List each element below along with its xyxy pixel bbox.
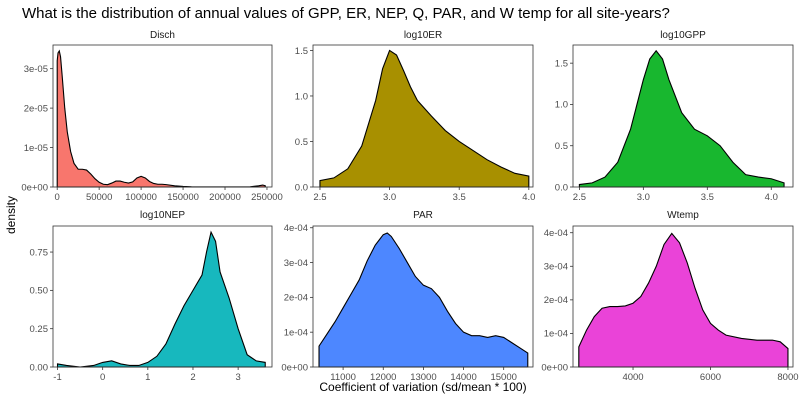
x-tick-label: -1 [53,372,61,383]
panel-strip-label: log10ER [404,30,442,41]
y-tick-label: 0e+00 [541,362,568,373]
y-tick-label: 3e-04 [284,258,308,269]
x-tick-label: 3.5 [701,192,714,203]
panel-strip-label: Wtemp [667,210,699,221]
x-tick-label: 0 [100,372,105,383]
y-tick-label: 1.5 [295,46,308,57]
x-tick-label: 0 [55,192,60,203]
x-axis-title: Coefficient of variation (sd/mean * 100) [319,380,526,394]
x-tick-label: 14000 [450,372,476,383]
y-tick-label: 4e-04 [284,223,308,234]
y-tick-label: 0.5 [295,137,308,148]
panel-strip-label: Disch [150,30,175,41]
density-area-disch [56,49,266,188]
y-tick-label: 0e+00 [21,182,48,193]
y-tick-label: 1e-04 [544,329,568,340]
x-tick-label: 12000 [370,372,396,383]
y-tick-label: 1e-05 [24,143,48,154]
y-tick-label: 1.0 [555,100,568,111]
y-tick-label: 1.0 [295,91,308,102]
density-area-par [318,232,529,368]
y-tick-label: 2e-05 [24,103,48,114]
x-tick-label: 2.5 [313,192,326,203]
x-tick-label: 15000 [490,372,516,383]
x-tick-label: 150000 [167,192,199,203]
x-tick-label: 4.0 [765,192,778,203]
x-tick-label: 13000 [410,372,436,383]
chart-title: What is the distribution of annual value… [22,5,670,22]
panel-wtemp: Wtemp 4000 6000 8000 0e+00 1e-04 2e-04 3e-04 4e-… [541,210,798,383]
x-tick-label: 50000 [86,192,112,203]
x-tick-label: 200000 [209,192,241,203]
x-tick-label: 1 [145,372,150,383]
y-tick-label: 0e+00 [281,362,308,373]
x-tick-label: 100000 [125,192,157,203]
density-area-log10gpp [578,49,785,188]
x-tick-label: 4000 [622,372,643,383]
panel-log10gpp: log10GPP 2.5 3.0 3.5 4.0 0.0 0.5 1.0 1.5 [555,30,794,203]
x-tick-label: 3.5 [453,192,466,203]
y-tick-label: 2e-04 [544,295,568,306]
density-area-log10er [319,49,530,188]
panel-border [572,225,794,368]
x-tick-label: 2 [190,372,195,383]
x-tick-label: 4.0 [522,192,535,203]
y-tick-label: 0.00 [30,362,49,373]
y-axis-title: density [4,196,18,234]
panel-border [312,44,534,188]
x-tick-label: 11000 [330,372,356,383]
panel-border [312,225,534,368]
panel-border [52,44,273,188]
y-tick-label: 3e-05 [24,64,48,75]
y-tick-label: 1.5 [555,58,568,69]
density-area-wtemp [578,232,789,368]
panel-log10er: log10ER 2.5 3.0 3.5 4.0 0.0 0.5 1.0 1.5 [295,30,536,203]
y-tick-label: 4e-04 [544,228,568,239]
x-tick-label: 3.0 [383,192,396,203]
y-tick-label: 1e-04 [284,327,308,338]
y-tick-label: 3e-04 [544,262,568,273]
y-tick-label: 2e-04 [284,293,308,304]
panel-disch: Disch 0 50000 100000 150000 200000 250000 0e+00… [21,30,283,203]
y-tick-label: 0.75 [30,247,49,258]
panel-par: PAR 11000 12000 13000 14000 15000 0e+00 1e-04 2e… [281,210,534,383]
panel-strip-label: log10NEP [140,210,185,221]
panel-border [572,44,794,188]
y-tick-label: 0.50 [30,286,49,297]
density-area-log10nep [56,230,266,368]
panel-border [52,225,273,368]
x-tick-label: 250000 [251,192,283,203]
x-tick-label: 3 [235,372,240,383]
y-tick-label: 0.5 [555,141,568,152]
panel-strip-label: log10GPP [660,30,706,41]
panel-log10nep: log10NEP -1 0 1 2 3 0.00 0.25 0.50 0.75 [30,210,273,383]
x-tick-label: 3.0 [637,192,650,203]
y-tick-label: 0.0 [295,182,308,193]
panel-strip-label: PAR [413,210,433,221]
y-tick-label: 0.25 [30,324,49,335]
y-tick-label: 0.0 [555,182,568,193]
x-tick-label: 2.5 [573,192,586,203]
x-tick-label: 8000 [777,372,798,383]
x-tick-label: 6000 [700,372,721,383]
